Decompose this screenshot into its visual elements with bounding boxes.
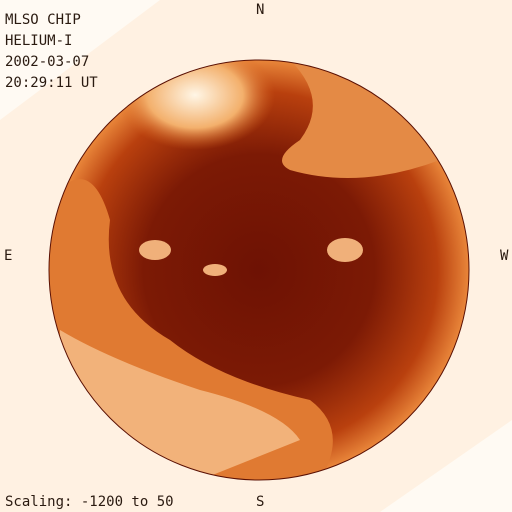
compass-east: E xyxy=(4,248,12,264)
background-shade xyxy=(380,420,512,512)
bright-patch xyxy=(327,238,363,262)
compass-west: W xyxy=(500,248,509,264)
instrument: MLSO CHIP xyxy=(5,12,81,28)
background-shade xyxy=(0,0,160,120)
solar-disk xyxy=(49,60,469,480)
bright-patch xyxy=(203,264,227,276)
scaling: Scaling: -1200 to 50 xyxy=(5,494,174,510)
compass-south: S xyxy=(256,494,264,510)
date: 2002-03-07 xyxy=(5,54,89,70)
wavelength: HELIUM-I xyxy=(5,33,72,49)
bright-patch xyxy=(139,240,171,260)
time: 20:29:11 UT xyxy=(5,75,98,91)
compass-north: N xyxy=(256,2,264,18)
limb xyxy=(48,59,470,481)
